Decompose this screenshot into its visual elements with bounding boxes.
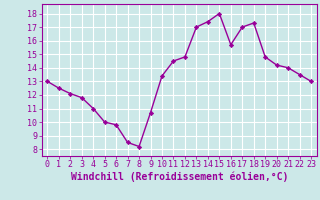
X-axis label: Windchill (Refroidissement éolien,°C): Windchill (Refroidissement éolien,°C) (70, 172, 288, 182)
